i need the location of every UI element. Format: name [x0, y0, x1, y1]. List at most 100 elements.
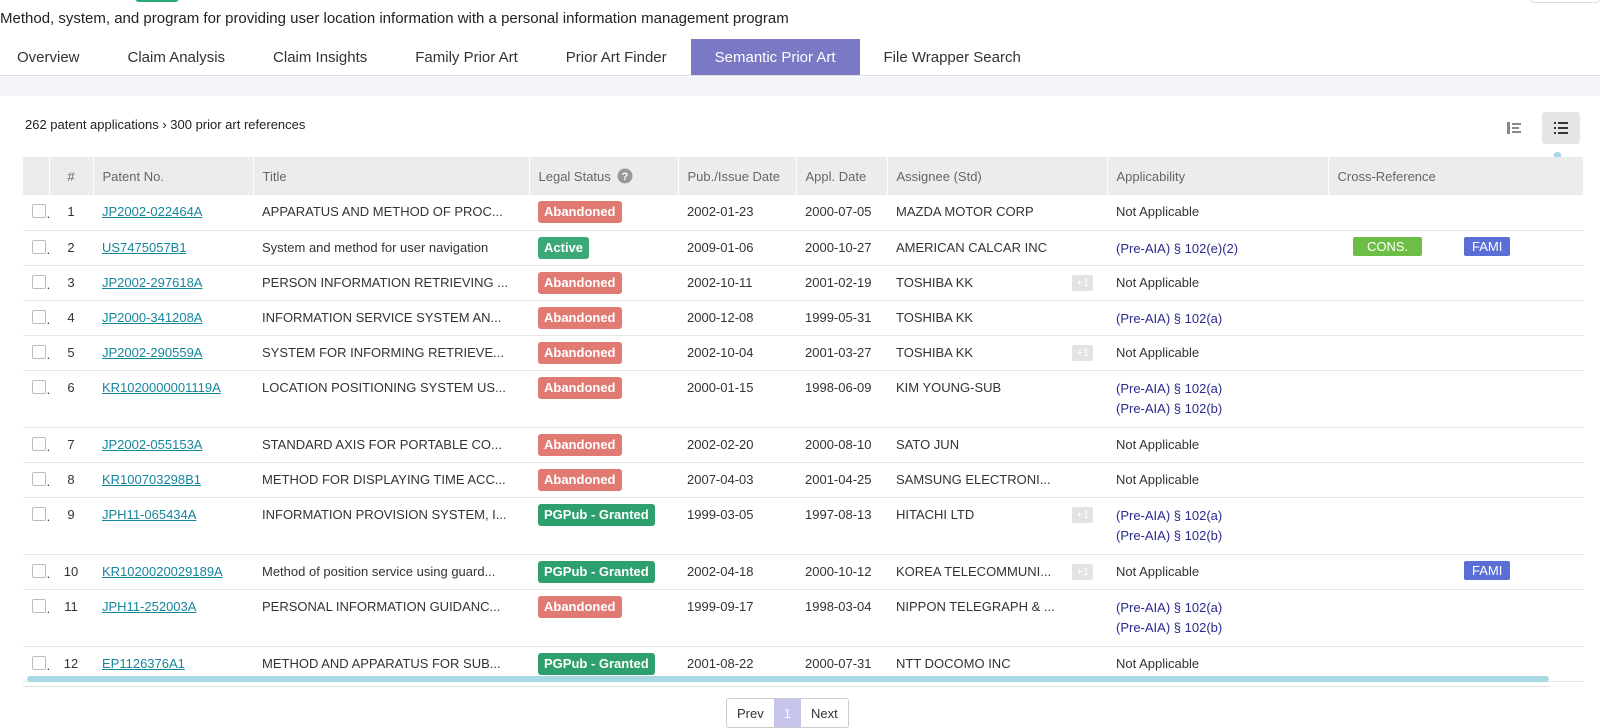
- cross-reference-cell: [1328, 427, 1583, 463]
- row-checkbox[interactable]: [32, 563, 46, 578]
- row-checkbox[interactable]: [32, 344, 46, 359]
- row-checkbox[interactable]: [32, 309, 46, 324]
- assignee-name: TOSHIBA KK: [896, 274, 974, 290]
- table-row[interactable]: 12 EP1126376A1 METHOD AND APPARATUS FOR SU…: [23, 646, 1583, 682]
- row-checkbox[interactable]: [32, 274, 46, 289]
- tab-claim-analysis[interactable]: Claim Analysis: [127, 48, 226, 66]
- horizontal-scrollbar[interactable]: [27, 676, 1549, 682]
- results-summary: 262 patent applications › 300 prior art …: [25, 117, 306, 132]
- table-row[interactable]: 7 JP2002-055153A STANDARD AXIS FOR PORTABL…: [23, 427, 1583, 463]
- row-checkbox[interactable]: [32, 471, 46, 486]
- patent-number-link[interactable]: KR100703298B1: [102, 471, 202, 487]
- table-row[interactable]: 2 US7475057B1 System and method for user n…: [23, 230, 1583, 266]
- fami-badge[interactable]: FAMI: [1464, 560, 1511, 580]
- row-number: 1: [49, 195, 93, 231]
- row-checkbox[interactable]: [32, 436, 46, 451]
- patent-number-link[interactable]: JPH11-252003A: [102, 598, 197, 614]
- patent-number-link[interactable]: KR1020000001119A: [102, 379, 221, 395]
- pub-date: 1999-09-17: [678, 589, 796, 647]
- col-header-appl-date[interactable]: Appl. Date: [796, 157, 888, 195]
- row-number: 2: [49, 230, 93, 266]
- more-assignees-badge[interactable]: +1: [1072, 563, 1093, 580]
- patent-number-link[interactable]: JP2002-290559A: [102, 344, 203, 360]
- applicability-link[interactable]: (Pre-AIA) § 102(b): [1116, 527, 1223, 543]
- patent-number-cell: JP2002-055153A: [93, 427, 253, 463]
- patent-number-link[interactable]: EP1126376A1: [102, 655, 185, 671]
- tab-prior-art-finder[interactable]: Prior Art Finder: [565, 48, 667, 66]
- legal-status-cell: Abandoned: [529, 370, 678, 428]
- patent-number-link[interactable]: JPH11-065434A: [102, 506, 197, 522]
- legal-status-badge: PGPub - Granted: [538, 652, 655, 675]
- row-checkbox[interactable]: [32, 655, 46, 670]
- legal-status-cell: Abandoned: [529, 589, 678, 647]
- patent-number-link[interactable]: KR1020020029189A: [102, 563, 223, 579]
- tab-family-prior-art[interactable]: Family Prior Art: [415, 48, 518, 66]
- tab-overview[interactable]: Overview: [17, 48, 80, 66]
- col-header-assignee[interactable]: Assignee (Std): [887, 157, 1108, 195]
- table-row[interactable]: 3 JP2002-297618A PERSON INFORMATION RETRIE…: [23, 265, 1583, 301]
- table-row[interactable]: 4 JP2000-341208A INFORMATION SERVICE SYSTE…: [23, 300, 1583, 336]
- patent-number-link[interactable]: US7475057B1: [102, 239, 187, 255]
- col-header-title[interactable]: Title: [253, 157, 530, 195]
- tab-semantic-prior-art[interactable]: Semantic Prior Art: [690, 39, 860, 75]
- row-checkbox[interactable]: [32, 239, 46, 254]
- table-row[interactable]: 6 KR1020000001119A LOCATION POSITIONING SY…: [23, 370, 1583, 428]
- col-header-patent-no[interactable]: Patent No.: [93, 157, 254, 195]
- table-row[interactable]: 11 JPH11-252003A PERSONAL INFORMATION GUID…: [23, 589, 1583, 647]
- tab-file-wrapper-search[interactable]: File Wrapper Search: [883, 48, 1021, 66]
- col-header-pub-date[interactable]: Pub./Issue Date: [678, 157, 797, 195]
- applicability-link[interactable]: (Pre-AIA) § 102(a): [1116, 380, 1223, 396]
- legal-status-cell: PGPub - Granted: [529, 554, 678, 590]
- split-view-button[interactable]: [1495, 112, 1533, 144]
- row-checkbox[interactable]: [32, 379, 46, 394]
- patent-title: System and method for user navigation: [253, 230, 529, 266]
- row-checkbox[interactable]: [32, 598, 46, 613]
- next-page-button[interactable]: Next: [810, 706, 838, 721]
- cross-reference-cell: [1328, 370, 1583, 428]
- more-assignees-badge[interactable]: +1: [1072, 274, 1093, 291]
- table-row[interactable]: 10 KR1020020029189A Method of position ser…: [23, 554, 1583, 590]
- applicability-link[interactable]: (Pre-AIA) § 102(a): [1116, 310, 1223, 326]
- prev-page-button[interactable]: Prev: [737, 706, 764, 721]
- patent-number-link[interactable]: JP2000-341208A: [102, 309, 203, 325]
- toolbar-band: [0, 77, 1600, 96]
- tab-claim-insights[interactable]: Claim Insights: [273, 48, 368, 66]
- table-row[interactable]: 9 JPH11-065434A INFORMATION PROVISION SYST…: [23, 497, 1583, 555]
- col-header-cross-reference[interactable]: Cross-Reference: [1328, 157, 1583, 195]
- col-header-applicability[interactable]: Applicability: [1107, 157, 1329, 195]
- more-assignees-badge[interactable]: +1: [1072, 506, 1093, 523]
- fami-badge[interactable]: FAMI: [1464, 236, 1511, 256]
- applicability-cell: Not Applicable: [1107, 265, 1328, 301]
- cross-reference-cell: CONS. FAMI: [1328, 230, 1583, 266]
- row-checkbox[interactable]: [32, 506, 46, 521]
- appl-date: 1998-03-04: [796, 589, 887, 647]
- patent-number-link[interactable]: JP2002-022464A: [102, 204, 203, 219]
- patent-number-link[interactable]: JP2002-297618A: [102, 274, 203, 290]
- col-header-legal-status[interactable]: Legal Status ?: [529, 157, 679, 195]
- pub-date: 2002-10-11: [678, 265, 796, 301]
- applicability-link[interactable]: (Pre-AIA) § 102(e)(2): [1116, 240, 1239, 256]
- current-page[interactable]: 1: [773, 699, 801, 727]
- patent-number-cell: JP2002-022464A: [93, 195, 253, 231]
- more-assignees-badge[interactable]: +1: [1072, 344, 1093, 361]
- patent-number-link[interactable]: JP2002-055153A: [102, 436, 203, 452]
- row-number: 7: [49, 427, 93, 463]
- pub-date: 2007-04-03: [678, 462, 796, 498]
- table-row[interactable]: 5 JP2002-290559A SYSTEM FOR INFORMING RETR…: [23, 335, 1583, 371]
- applicability-link[interactable]: (Pre-AIA) § 102(a): [1116, 599, 1223, 615]
- cons-badge[interactable]: CONS.: [1353, 236, 1423, 256]
- table-row[interactable]: 8 KR100703298B1 METHOD FOR DISPLAYING TIME…: [23, 462, 1583, 498]
- applicability-link[interactable]: (Pre-AIA) § 102(a): [1116, 507, 1223, 523]
- applicability-text: Not Applicable: [1116, 344, 1200, 360]
- top-right-control[interactable]: [1530, 0, 1600, 3]
- help-icon[interactable]: ?: [617, 168, 633, 184]
- applicability-link[interactable]: (Pre-AIA) § 102(b): [1116, 400, 1223, 416]
- assignee-cell: HITACHI LTD +1: [887, 497, 1107, 555]
- row-number: 6: [49, 370, 93, 428]
- list-view-button[interactable]: [1542, 112, 1580, 144]
- patent-number-cell: JPH11-065434A: [93, 497, 253, 555]
- row-checkbox[interactable]: [32, 204, 46, 218]
- table-row[interactable]: 1 JP2002-022464A APPARATUS AND METHOD OF P…: [23, 195, 1583, 231]
- applicability-link[interactable]: (Pre-AIA) § 102(b): [1116, 619, 1223, 635]
- table-bottom-divider: [23, 686, 1550, 687]
